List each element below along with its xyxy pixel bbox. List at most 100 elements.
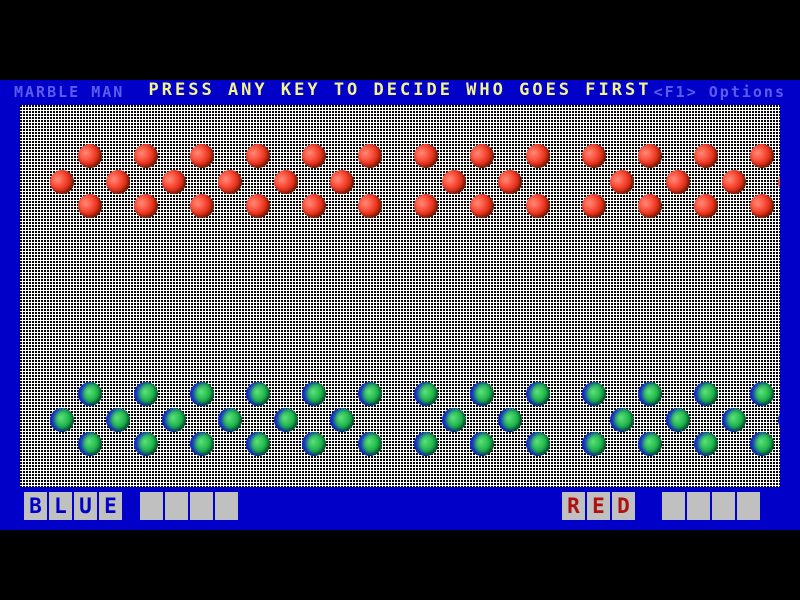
marble-red[interactable] [246,144,270,168]
blue-label-tile: U [74,492,98,520]
marble-red[interactable] [778,170,780,194]
marble-red[interactable] [246,194,270,218]
marble-green[interactable] [218,408,242,432]
game-title: MARBLE MAN [14,83,125,101]
marble-green[interactable] [50,408,74,432]
marble-red[interactable] [526,194,550,218]
marble-red[interactable] [582,194,606,218]
marble-red[interactable] [694,194,718,218]
marble-green[interactable] [246,382,270,406]
marble-green[interactable] [106,408,130,432]
status-message: PRESS ANY KEY TO DECIDE WHO GOES FIRST [148,80,652,100]
marble-green[interactable] [414,382,438,406]
red-label-tile: R [562,492,586,520]
marble-red[interactable] [666,170,690,194]
marble-red[interactable] [190,144,214,168]
marble-green[interactable] [358,432,382,456]
marble-red[interactable] [302,144,326,168]
marble-red[interactable] [498,170,522,194]
marble-red[interactable] [274,170,298,194]
marble-green[interactable] [274,408,298,432]
marble-green[interactable] [750,432,774,456]
marble-red[interactable] [722,170,746,194]
marble-red[interactable] [638,144,662,168]
marble-red[interactable] [50,170,74,194]
red-score-slot [662,492,686,520]
marble-red[interactable] [750,144,774,168]
marble-green[interactable] [162,408,186,432]
marble-red[interactable] [442,170,466,194]
blue-score-slot [140,492,164,520]
marble-green[interactable] [694,432,718,456]
marble-red[interactable] [78,144,102,168]
bottom-letterbox [0,530,800,600]
marble-red[interactable] [134,144,158,168]
marble-green[interactable] [470,432,494,456]
options-hint[interactable]: <F1> Options [653,83,786,101]
marble-green[interactable] [470,382,494,406]
blue-score-slot [215,492,239,520]
red-score-slot [687,492,711,520]
marble-green[interactable] [582,382,606,406]
marble-green[interactable] [750,382,774,406]
marble-green[interactable] [330,408,354,432]
marble-green[interactable] [778,408,780,432]
marble-red[interactable] [302,194,326,218]
marble-green[interactable] [246,432,270,456]
marble-green[interactable] [442,408,466,432]
marble-red[interactable] [470,144,494,168]
marble-red[interactable] [358,194,382,218]
marble-red[interactable] [134,194,158,218]
marble-red[interactable] [582,144,606,168]
marble-green[interactable] [78,432,102,456]
marble-red[interactable] [218,170,242,194]
marble-red[interactable] [638,194,662,218]
playfield[interactable] [20,105,780,487]
marble-red[interactable] [414,144,438,168]
red-label-tile: E [587,492,611,520]
marble-red[interactable] [190,194,214,218]
red-score-slot [737,492,761,520]
marble-red[interactable] [750,194,774,218]
marble-red[interactable] [358,144,382,168]
marble-green[interactable] [302,382,326,406]
marble-red[interactable] [694,144,718,168]
blue-label-tile: B [24,492,48,520]
marble-green[interactable] [582,432,606,456]
marble-green[interactable] [78,382,102,406]
title-bar: MARBLE MAN PRESS ANY KEY TO DECIDE WHO G… [0,80,800,105]
marble-green[interactable] [526,432,550,456]
marble-green[interactable] [638,382,662,406]
red-label-tile: D [612,492,636,520]
marble-green[interactable] [666,408,690,432]
blue-score-slot [165,492,189,520]
blue-label-tile: L [49,492,73,520]
marble-green[interactable] [134,382,158,406]
blue-score-slot [190,492,214,520]
marble-green[interactable] [526,382,550,406]
marble-red[interactable] [106,170,130,194]
marble-red[interactable] [162,170,186,194]
marble-green[interactable] [358,382,382,406]
marble-green[interactable] [722,408,746,432]
marble-green[interactable] [498,408,522,432]
marble-green[interactable] [134,432,158,456]
red-score-slot [712,492,736,520]
marble-green[interactable] [638,432,662,456]
marble-red[interactable] [78,194,102,218]
marble-green[interactable] [414,432,438,456]
marble-green[interactable] [302,432,326,456]
marble-red[interactable] [610,170,634,194]
marble-red[interactable] [526,144,550,168]
marble-red[interactable] [330,170,354,194]
marble-green[interactable] [190,432,214,456]
marble-red[interactable] [414,194,438,218]
marble-green[interactable] [190,382,214,406]
marble-red[interactable] [470,194,494,218]
marble-green[interactable] [610,408,634,432]
blue-label-tile: E [99,492,123,520]
marble-green[interactable] [694,382,718,406]
